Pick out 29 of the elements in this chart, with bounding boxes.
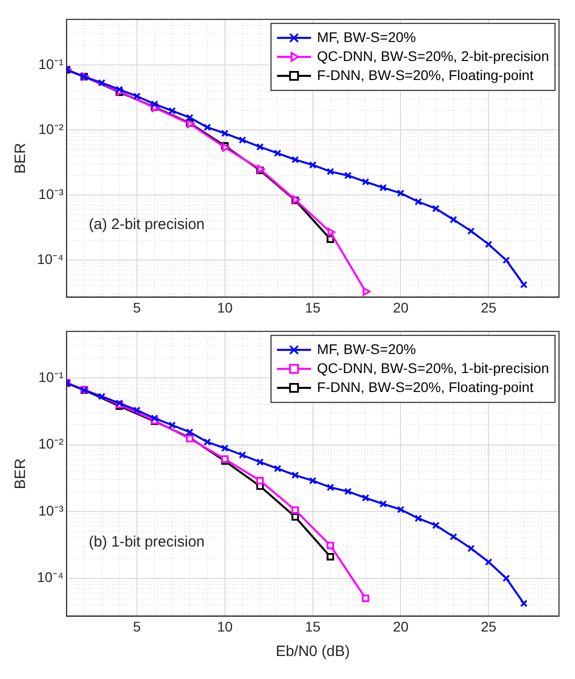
x-tick-label: 5 [133, 618, 142, 634]
x-tick-label: 10 [217, 618, 233, 634]
x-tick-label: 15 [305, 299, 321, 316]
y-tick-label: 10⁻⁴ [36, 569, 64, 586]
x-tick-label: 5 [133, 299, 142, 316]
y-tick-label: 10⁻¹ [38, 56, 64, 72]
y-tick-label: 10⁻⁴ [36, 251, 64, 268]
y-tick-label: 10⁻³ [38, 186, 64, 202]
annotation: (a) 2-bit precision [88, 216, 205, 234]
legend-label: F-DNN, BW-S=20%, Floating-point [317, 378, 534, 395]
annotation: (b) 1-bit precision [88, 533, 205, 550]
x-tick-label: 20 [392, 299, 409, 316]
y-tick-label: 10⁻¹ [38, 368, 64, 385]
y-tick-label: 10⁻² [38, 120, 64, 137]
legend-label: F-DNN, BW-S=20%, Floating-point [317, 66, 534, 83]
x-tick-label: 25 [480, 299, 497, 316]
y-axis-title: BER [12, 142, 30, 174]
legend-label: MF, BW-S=20% [317, 340, 416, 357]
x-tick-label: 25 [480, 618, 497, 634]
x-axis-title: Eb/N0 (dB) [276, 643, 350, 660]
y-tick-label: 10⁻³ [38, 502, 64, 518]
x-tick-label: 10 [217, 299, 233, 316]
x-tick-label: 20 [392, 618, 409, 634]
legend-label: QC-DNN, BW-S=20%, 1-bit-precision [317, 360, 550, 376]
x-tick-label: 15 [305, 618, 321, 634]
legend-label: QC-DNN, BW-S=20%, 2-bit-precision [317, 48, 550, 64]
legend-label: MF, BW-S=20% [317, 28, 416, 45]
y-tick-label: 10⁻² [38, 436, 64, 452]
y-axis-title: BER [12, 458, 30, 490]
